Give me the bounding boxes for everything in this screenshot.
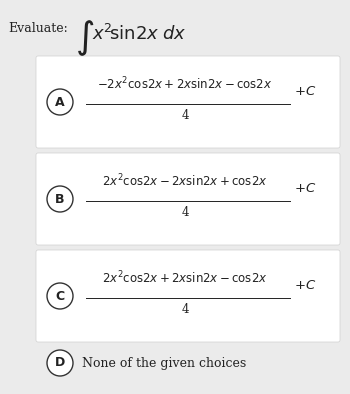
Text: $+ C$: $+ C$ — [294, 279, 316, 292]
FancyBboxPatch shape — [36, 56, 340, 148]
Text: None of the given choices: None of the given choices — [82, 357, 246, 370]
Text: $-2x^2\mathrm{cos}2x + 2x\mathrm{sin}2x - \mathrm{cos}2x$: $-2x^2\mathrm{cos}2x + 2x\mathrm{sin}2x … — [97, 75, 273, 92]
Text: 4: 4 — [181, 206, 189, 219]
FancyBboxPatch shape — [36, 153, 340, 245]
Text: $+ C$: $+ C$ — [294, 85, 316, 98]
Circle shape — [47, 350, 73, 376]
Text: 4: 4 — [181, 109, 189, 122]
Text: $\int$: $\int$ — [75, 18, 94, 58]
Text: C: C — [55, 290, 64, 303]
FancyBboxPatch shape — [36, 250, 340, 342]
Text: $+ C$: $+ C$ — [294, 182, 316, 195]
Text: Evaluate:: Evaluate: — [8, 22, 68, 35]
Text: B: B — [55, 193, 65, 206]
Circle shape — [47, 89, 73, 115]
Text: $2x^2\mathrm{cos}2x + 2x\mathrm{sin}2x - \mathrm{cos}2x$: $2x^2\mathrm{cos}2x + 2x\mathrm{sin}2x -… — [102, 269, 268, 286]
Text: $2x^2\mathrm{cos}2x - 2x\mathrm{sin}2x + \mathrm{cos}2x$: $2x^2\mathrm{cos}2x - 2x\mathrm{sin}2x +… — [102, 173, 268, 189]
Text: D: D — [55, 357, 65, 370]
Circle shape — [47, 283, 73, 309]
Text: $x^2\!\sin\!2x\;dx$: $x^2\!\sin\!2x\;dx$ — [92, 24, 187, 44]
Text: A: A — [55, 95, 65, 108]
Circle shape — [47, 186, 73, 212]
Text: 4: 4 — [181, 303, 189, 316]
